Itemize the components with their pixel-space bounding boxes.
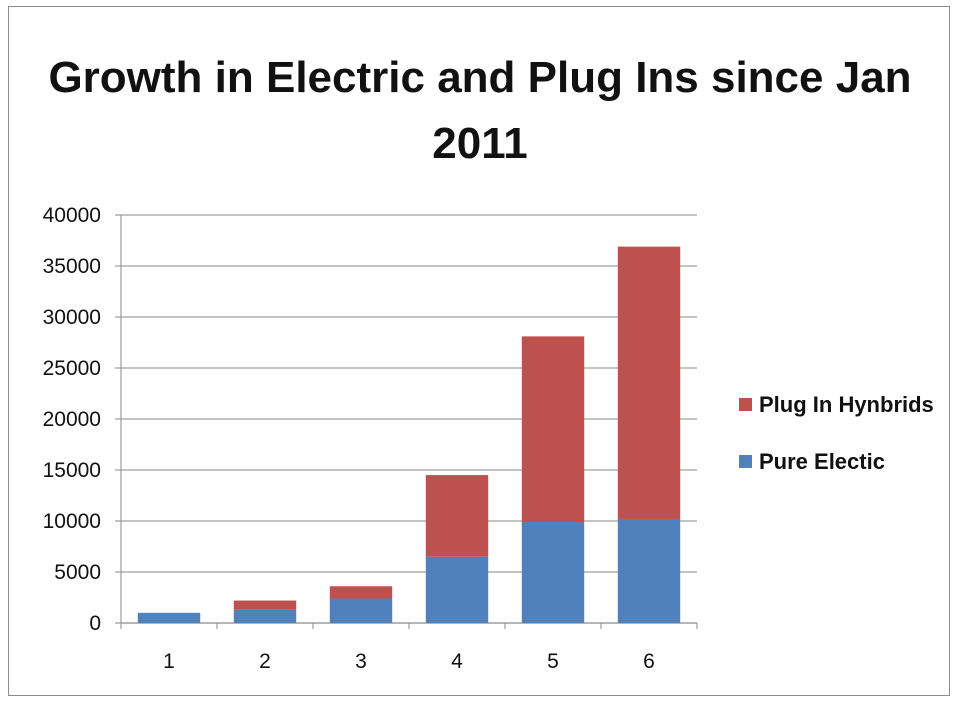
bar-pure-electric <box>425 556 489 623</box>
bar-pure-electric <box>521 522 585 623</box>
bar-plug-in-hybrids <box>329 586 393 599</box>
x-tick-label: 1 <box>163 650 175 673</box>
y-tick-label: 35000 <box>43 255 101 278</box>
y-tick-label: 25000 <box>43 357 101 380</box>
y-tick-label: 30000 <box>43 306 101 329</box>
y-tick-label: 20000 <box>43 408 101 431</box>
bar-plug-in-hybrids <box>617 246 681 519</box>
x-tick-label: 3 <box>355 650 367 673</box>
y-tick-label: 5000 <box>54 561 101 584</box>
y-tick-label: 0 <box>89 612 101 635</box>
chart-plot: 0 5000 10000 15000 20000 25000 30000 35000 40000… <box>43 204 934 673</box>
x-tick-label: 6 <box>643 650 655 673</box>
bar-pure-electric <box>329 598 393 623</box>
bar-plug-in-hybrids <box>425 475 489 557</box>
bar-plug-in-hybrids <box>233 600 297 610</box>
bar-pure-electric <box>617 518 681 623</box>
legend-label: Pure Electic <box>759 449 885 474</box>
x-tick-label: 5 <box>547 650 559 673</box>
y-tick-label: 40000 <box>43 204 101 227</box>
x-tick-label: 4 <box>451 650 463 673</box>
legend-swatch <box>739 455 752 468</box>
chart-title: Growth in Electric and Plug Ins since Ja… <box>48 53 912 168</box>
bar-pure-electric <box>137 612 201 623</box>
legend-swatch <box>739 398 752 411</box>
chart-frame: Growth in Electric and Plug Ins since Ja… <box>8 6 950 696</box>
legend-label: Plug In Hynbrids <box>759 392 934 417</box>
bar-plug-in-hybrids <box>521 336 585 523</box>
y-tick-label: 15000 <box>43 459 101 482</box>
bar-pure-electric <box>233 609 297 623</box>
y-tick-label: 10000 <box>43 510 101 533</box>
x-tick-label: 2 <box>259 650 271 673</box>
